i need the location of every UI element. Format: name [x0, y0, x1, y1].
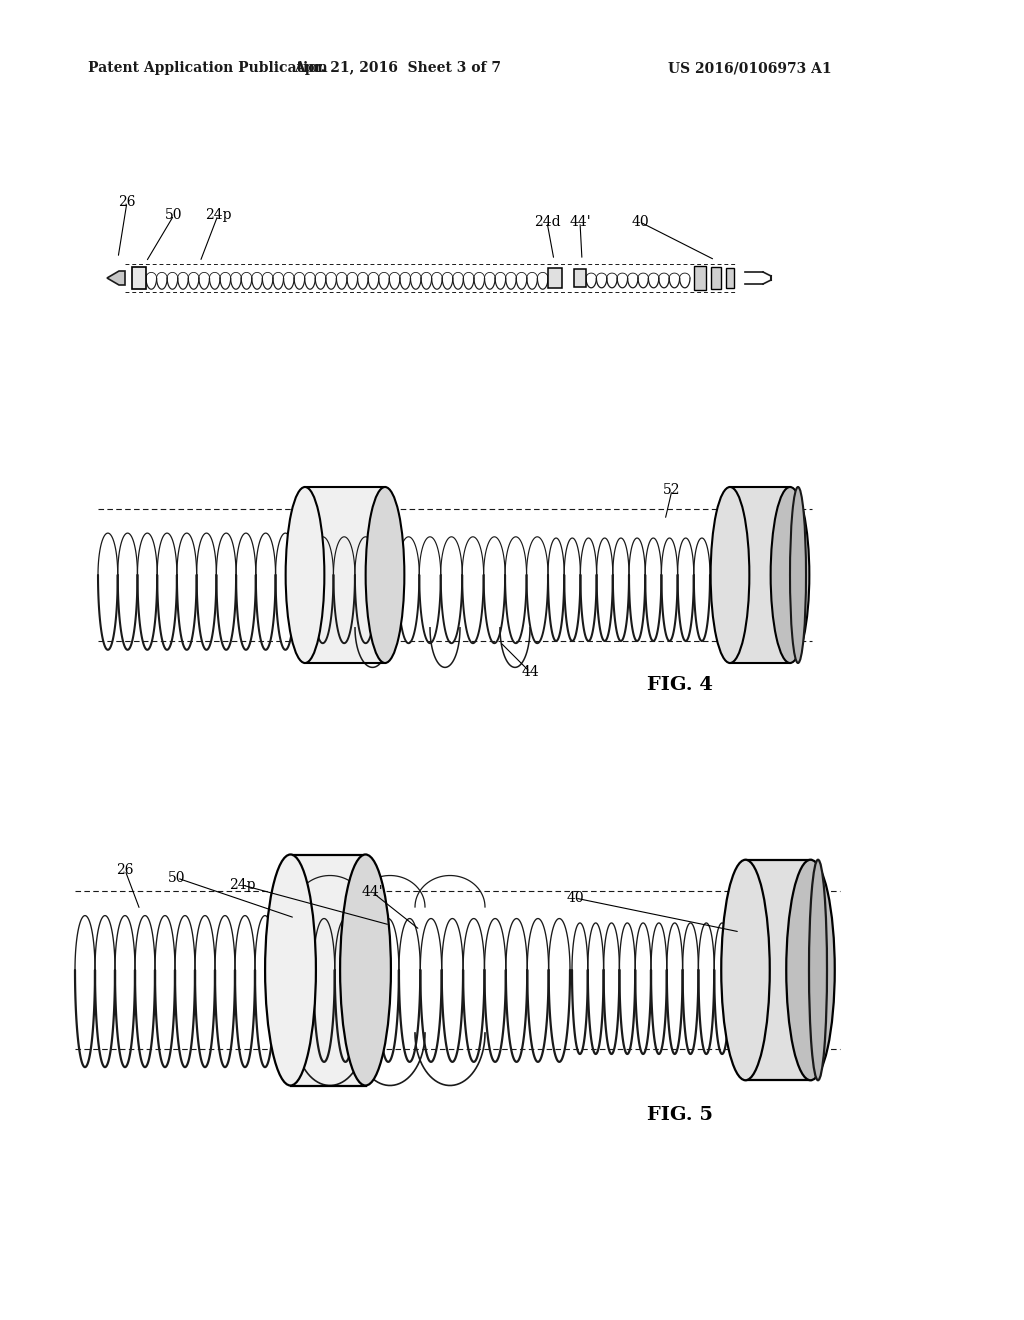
Text: 40: 40 [631, 215, 649, 228]
Text: 50: 50 [165, 209, 182, 222]
Text: 44: 44 [521, 665, 539, 678]
FancyBboxPatch shape [711, 267, 721, 289]
Text: US 2016/0106973 A1: US 2016/0106973 A1 [668, 61, 831, 75]
Ellipse shape [786, 859, 835, 1080]
Text: FIG. 5: FIG. 5 [647, 1106, 713, 1125]
Polygon shape [730, 487, 790, 663]
FancyBboxPatch shape [574, 269, 586, 286]
Polygon shape [745, 859, 811, 1080]
FancyBboxPatch shape [726, 268, 734, 288]
Polygon shape [291, 854, 366, 1085]
FancyBboxPatch shape [694, 267, 706, 290]
Text: 24p: 24p [228, 878, 255, 892]
FancyBboxPatch shape [132, 267, 146, 289]
Text: Apr. 21, 2016  Sheet 3 of 7: Apr. 21, 2016 Sheet 3 of 7 [295, 61, 502, 75]
Text: FIG. 4: FIG. 4 [647, 676, 713, 694]
FancyBboxPatch shape [548, 268, 562, 288]
Ellipse shape [286, 487, 325, 663]
Ellipse shape [809, 859, 827, 1080]
Ellipse shape [771, 487, 809, 663]
Text: 26: 26 [117, 863, 134, 876]
Ellipse shape [265, 854, 316, 1085]
Text: 44': 44' [361, 884, 383, 899]
Text: 50: 50 [168, 871, 185, 884]
Ellipse shape [366, 487, 404, 663]
Polygon shape [305, 487, 385, 663]
Ellipse shape [721, 859, 770, 1080]
Text: 24d: 24d [534, 215, 560, 228]
Ellipse shape [711, 487, 750, 663]
Ellipse shape [340, 854, 391, 1085]
Text: 40: 40 [566, 891, 584, 906]
Ellipse shape [790, 487, 806, 663]
Text: 44': 44' [569, 215, 591, 228]
Text: 24p: 24p [205, 209, 231, 222]
Text: Patent Application Publication: Patent Application Publication [88, 61, 328, 75]
Polygon shape [106, 271, 125, 285]
Text: 26: 26 [118, 195, 136, 209]
Text: 52: 52 [664, 483, 681, 498]
